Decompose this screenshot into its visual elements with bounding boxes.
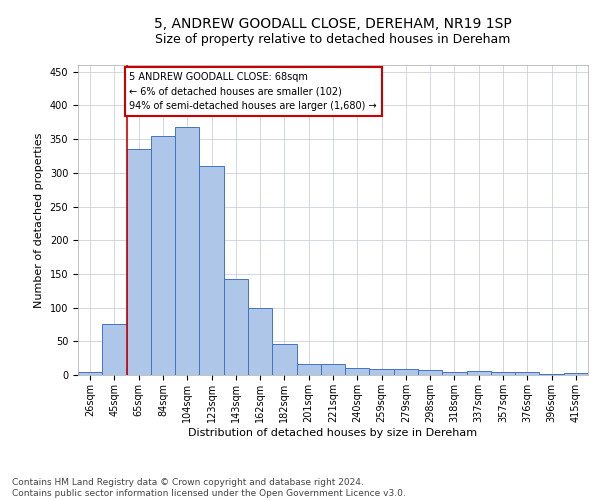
Bar xyxy=(199,166,224,375)
Bar xyxy=(467,371,491,375)
Bar xyxy=(224,278,248,375)
Bar xyxy=(491,372,515,375)
Bar xyxy=(394,369,418,375)
Bar xyxy=(539,374,564,375)
X-axis label: Distribution of detached houses by size in Dereham: Distribution of detached houses by size … xyxy=(188,428,478,438)
Bar xyxy=(515,372,539,375)
Bar xyxy=(345,368,370,375)
Bar xyxy=(272,344,296,375)
Y-axis label: Number of detached properties: Number of detached properties xyxy=(34,132,44,308)
Bar xyxy=(127,149,151,375)
Bar xyxy=(175,127,199,375)
Bar xyxy=(418,370,442,375)
Bar xyxy=(564,373,588,375)
Bar xyxy=(442,372,467,375)
Bar xyxy=(370,369,394,375)
Text: Contains HM Land Registry data © Crown copyright and database right 2024.
Contai: Contains HM Land Registry data © Crown c… xyxy=(12,478,406,498)
Text: 5 ANDREW GOODALL CLOSE: 68sqm
← 6% of detached houses are smaller (102)
94% of s: 5 ANDREW GOODALL CLOSE: 68sqm ← 6% of de… xyxy=(130,72,377,112)
Bar xyxy=(248,308,272,375)
Text: 5, ANDREW GOODALL CLOSE, DEREHAM, NR19 1SP: 5, ANDREW GOODALL CLOSE, DEREHAM, NR19 1… xyxy=(154,18,512,32)
Bar xyxy=(78,372,102,375)
Bar xyxy=(296,364,321,375)
Bar xyxy=(321,364,345,375)
Bar xyxy=(102,324,127,375)
Bar xyxy=(151,136,175,375)
Text: Size of property relative to detached houses in Dereham: Size of property relative to detached ho… xyxy=(155,32,511,46)
